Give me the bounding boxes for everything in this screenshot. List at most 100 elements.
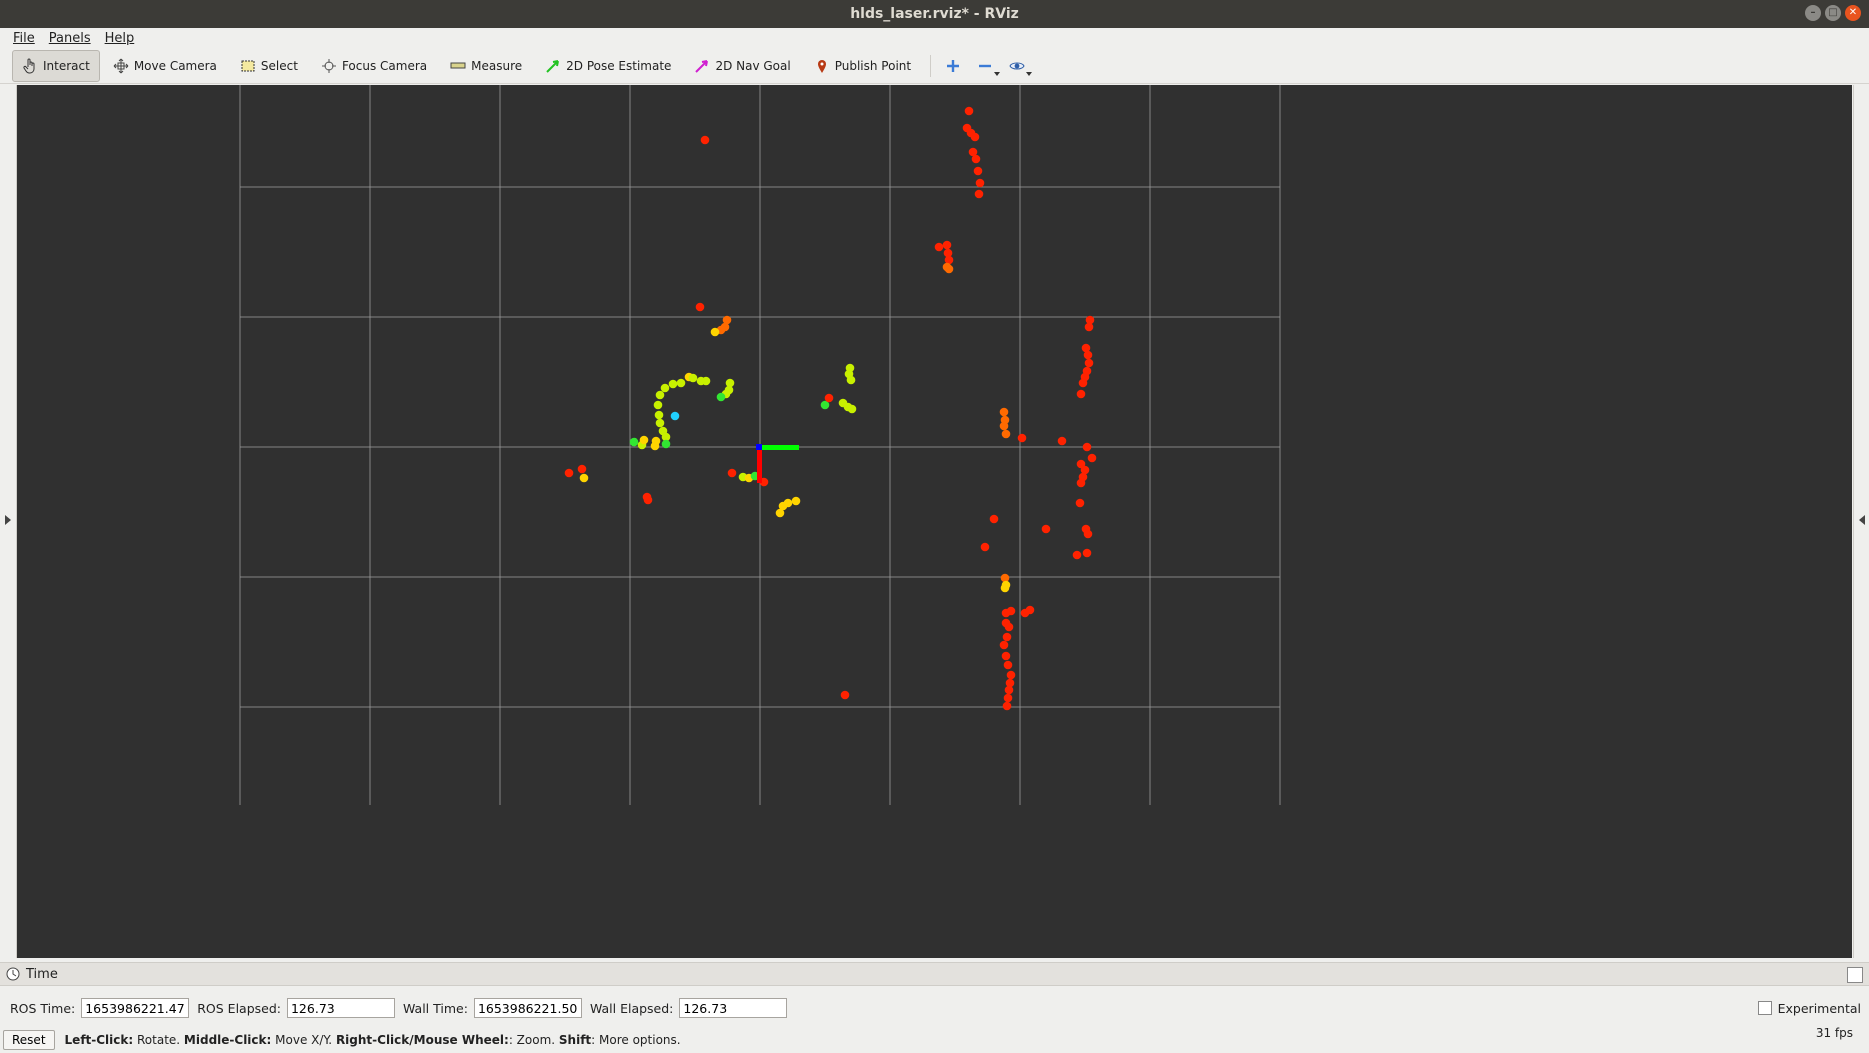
scan-point xyxy=(1057,436,1067,446)
laser-scan-points xyxy=(564,106,1097,711)
wall-elapsed-field[interactable] xyxy=(679,998,788,1018)
remove-tool-button[interactable] xyxy=(972,53,1001,79)
scan-point xyxy=(676,378,686,388)
close-icon[interactable]: ✕ xyxy=(1845,5,1861,21)
scan-point xyxy=(824,393,834,403)
scan-point xyxy=(1083,529,1093,539)
tool-measure[interactable]: Measure xyxy=(440,50,532,82)
scan-point xyxy=(727,468,737,478)
experimental-toggle[interactable]: Experimental xyxy=(1757,995,1861,1021)
scan-point xyxy=(1004,622,1014,632)
scan-point xyxy=(970,132,980,142)
tool-2d-nav-goal-label: 2D Nav Goal xyxy=(715,58,791,73)
scan-point xyxy=(655,390,665,400)
scan-point xyxy=(775,508,785,518)
scan-point xyxy=(1084,322,1094,332)
tool-bar: Interact Move Camera Select Focus Camera… xyxy=(0,48,1869,84)
scan-point xyxy=(1020,608,1030,618)
ros-time-label: ROS Time: xyxy=(10,1000,76,1016)
scan-point xyxy=(725,378,735,388)
scan-point xyxy=(847,404,857,414)
eye-icon xyxy=(1009,62,1025,69)
scan-point xyxy=(661,432,671,442)
experimental-label: Experimental xyxy=(1777,1000,1861,1016)
menu-file[interactable]: File xyxy=(13,30,35,46)
remove-tool-icon xyxy=(979,64,992,67)
scan-point xyxy=(791,496,801,506)
scan-point xyxy=(1004,685,1014,695)
scan-point xyxy=(989,514,999,524)
scan-point xyxy=(1080,465,1090,475)
scan-point xyxy=(778,501,788,511)
tool-interact[interactable]: Interact xyxy=(12,49,100,82)
scan-point xyxy=(1075,498,1085,508)
tool-focus-camera[interactable]: Focus Camera xyxy=(311,50,437,82)
add-tool-icon xyxy=(947,59,960,72)
reset-button[interactable]: Reset xyxy=(3,1030,55,1050)
scan-point xyxy=(1078,378,1088,388)
scan-point xyxy=(579,473,589,483)
wall-time-field[interactable] xyxy=(473,998,582,1018)
scan-point xyxy=(1072,550,1082,560)
select-box-icon xyxy=(241,60,255,71)
scan-point xyxy=(722,315,732,325)
scan-point xyxy=(840,690,850,700)
scan-point xyxy=(1001,429,1011,439)
scan-point xyxy=(1087,453,1097,463)
tool-publish-point-label: Publish Point xyxy=(834,58,912,73)
view-options-button[interactable] xyxy=(1004,53,1033,79)
render-viewport[interactable] xyxy=(17,85,1852,958)
tool-2d-pose-estimate[interactable]: 2D Pose Estimate xyxy=(535,50,681,82)
scan-point xyxy=(577,464,587,474)
scan-point xyxy=(980,542,990,552)
menu-panels[interactable]: Panels xyxy=(48,30,91,46)
minimize-icon[interactable]: – xyxy=(1805,5,1821,21)
focus-target-icon xyxy=(321,58,336,73)
scan-point xyxy=(1002,701,1012,711)
tool-select[interactable]: Select xyxy=(230,50,308,82)
scan-point xyxy=(999,421,1009,431)
scan-point xyxy=(1001,608,1011,618)
scan-point xyxy=(716,392,726,402)
status-bar: Reset Left-Click: Rotate. Middle-Click: … xyxy=(0,1028,1869,1052)
scan-point xyxy=(1085,315,1095,325)
tool-2d-nav-goal[interactable]: 2D Nav Goal xyxy=(684,50,800,82)
chevron-down-icon xyxy=(1026,71,1033,76)
scan-point xyxy=(695,302,705,312)
add-tool-button[interactable] xyxy=(940,53,966,79)
ruler-icon xyxy=(450,62,466,68)
tool-publish-point[interactable]: Publish Point xyxy=(804,50,921,82)
tool-move-camera-label: Move Camera xyxy=(133,58,217,73)
scan-point xyxy=(971,154,981,164)
ros-time-field[interactable] xyxy=(81,998,190,1018)
window-title: hlds_laser.rviz* - RViz xyxy=(850,6,1019,22)
scan-point xyxy=(688,373,698,383)
tool-move-camera[interactable]: Move Camera xyxy=(103,50,227,82)
scan-point xyxy=(944,264,954,274)
scan-point xyxy=(653,400,663,410)
maximize-icon[interactable]: □ xyxy=(1825,5,1841,21)
scan-point xyxy=(654,410,664,420)
scan-point xyxy=(1076,478,1086,488)
wall-elapsed-label: Wall Elapsed: xyxy=(589,1000,674,1016)
tool-focus-camera-label: Focus Camera xyxy=(341,58,428,73)
experimental-checkbox[interactable] xyxy=(1757,1001,1772,1015)
render-scene[interactable] xyxy=(17,85,1852,958)
panel-undock-button[interactable] xyxy=(1847,967,1863,983)
scan-point xyxy=(650,441,660,451)
scan-point xyxy=(661,439,671,449)
tool-select-label: Select xyxy=(260,58,298,73)
menu-bar: File Panels Help xyxy=(0,28,1869,48)
menu-help[interactable]: Help xyxy=(104,30,135,46)
scan-point xyxy=(1003,693,1013,703)
status-hint: Left-Click: Rotate. Middle-Click: Move X… xyxy=(64,1033,681,1047)
scan-point xyxy=(934,242,944,252)
scan-point xyxy=(670,411,680,421)
right-dock-collapse-handle[interactable] xyxy=(1853,85,1869,958)
ros-elapsed-field[interactable] xyxy=(286,998,395,1018)
left-dock-collapse-handle[interactable] xyxy=(0,85,17,958)
scan-point xyxy=(999,407,1009,417)
window-controls: – □ ✕ xyxy=(1805,5,1861,21)
move-arrows-icon xyxy=(113,58,129,73)
scan-point xyxy=(846,375,856,385)
